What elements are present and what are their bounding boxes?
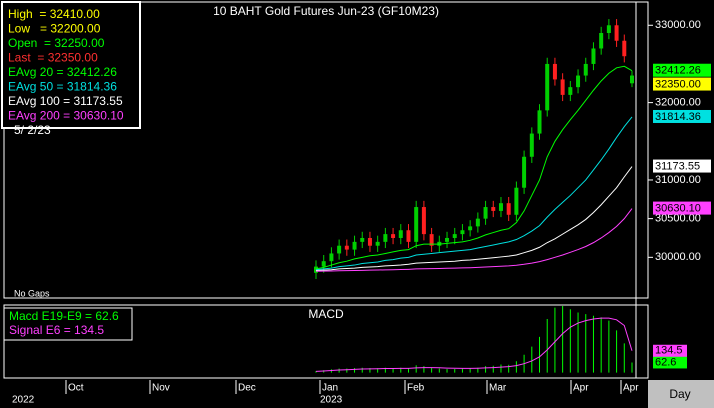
candle-body xyxy=(552,63,557,80)
candle-body xyxy=(583,63,588,76)
y-tick-label: 31000.00 xyxy=(655,174,701,186)
macd-panel xyxy=(3,304,649,379)
month-label: Apr xyxy=(573,383,589,394)
legend-entry: Macd E19-E9 = 62.6 xyxy=(9,309,119,323)
legend-entry: EAvg 100 = 31173.55 xyxy=(8,94,123,108)
candle-body xyxy=(414,207,419,242)
month-label: Dec xyxy=(238,383,256,394)
candle-body xyxy=(360,237,365,242)
candle-body xyxy=(398,230,403,238)
legend-entry: Signal E6 = 134.5 xyxy=(9,323,104,337)
candle-body xyxy=(421,207,426,235)
candle-body xyxy=(630,75,634,84)
candle-body xyxy=(329,253,334,262)
candle-body xyxy=(445,237,450,242)
year-label: 2022 xyxy=(12,395,35,406)
info-line: Open = 32250.00 xyxy=(8,36,105,50)
y-tick-label: 30500.00 xyxy=(655,213,701,225)
value-tag-label: 30630.10 xyxy=(655,202,701,214)
legend-entry: EAvg 20 = 32412.26 xyxy=(8,65,117,79)
candle-body xyxy=(606,25,611,34)
candle-body xyxy=(491,207,496,211)
value-tag xyxy=(653,344,687,357)
value-tag-label: 32350.00 xyxy=(655,78,701,90)
value-tag xyxy=(653,201,711,215)
candle-body xyxy=(352,241,357,250)
value-tag xyxy=(653,63,711,77)
ema-line xyxy=(315,116,633,271)
candle-body xyxy=(568,87,573,95)
legend-entry: EAvg 200 = 30630.10 xyxy=(8,109,124,123)
candle-body xyxy=(537,110,542,134)
month-label: Nov xyxy=(152,383,170,394)
price-panel xyxy=(3,1,649,299)
macd-info-box xyxy=(3,307,133,341)
candle-body xyxy=(591,48,596,64)
candle-body xyxy=(468,226,473,231)
candle-body xyxy=(483,207,488,219)
candle-body xyxy=(429,234,434,246)
candle-body xyxy=(529,133,534,157)
legend-entry: EAvg 50 = 31814.36 xyxy=(8,80,117,94)
candle-body xyxy=(391,234,396,238)
candle-body xyxy=(383,234,388,242)
value-tag xyxy=(653,356,687,369)
chart-title: 10 BAHT Gold Futures Jun-23 (GF10M23) xyxy=(213,4,439,18)
info-line: High = 32410.00 xyxy=(8,7,100,21)
value-tag-label: 62.6 xyxy=(655,356,676,368)
candle-body xyxy=(576,75,581,88)
month-label: Jan xyxy=(322,383,338,394)
candle-body xyxy=(452,234,457,238)
month-label: Feb xyxy=(407,383,425,394)
candle-body xyxy=(460,230,465,235)
value-tag xyxy=(653,77,711,91)
candle-body xyxy=(314,266,318,273)
candle-body xyxy=(375,241,380,246)
ema-line xyxy=(315,208,633,272)
candle-body xyxy=(506,203,511,215)
candle-body xyxy=(344,245,349,250)
period: Day xyxy=(669,387,690,401)
info-date: 5/ 2/23 xyxy=(14,123,51,137)
candle-body xyxy=(367,237,372,246)
candle-body xyxy=(599,33,604,49)
value-tag-label: 134.5 xyxy=(655,345,683,357)
info-line: Last = 32350.00 xyxy=(8,51,98,65)
candle-body xyxy=(337,245,342,254)
note: No Gaps xyxy=(14,288,50,298)
candle-body xyxy=(475,218,480,227)
y-tick-label: 30000.00 xyxy=(655,251,701,263)
candle-body xyxy=(560,79,565,95)
info-box xyxy=(1,1,141,129)
candle-body xyxy=(522,156,527,188)
candle-body xyxy=(614,25,619,41)
month-label: Apr xyxy=(623,383,639,394)
candle-body xyxy=(498,203,503,211)
candle-body xyxy=(406,230,411,242)
candle-body xyxy=(321,261,326,267)
signal-line xyxy=(315,317,633,372)
year-label: 2023 xyxy=(320,395,343,406)
ema-line xyxy=(315,166,633,271)
candle-body xyxy=(622,40,627,57)
value-tag-label: 31814.36 xyxy=(655,111,701,123)
info-line: Low = 32200.00 xyxy=(8,22,101,36)
candle-body xyxy=(514,187,519,215)
macd-title: MACD xyxy=(308,307,344,321)
y-tick-label: 33000.00 xyxy=(655,19,701,31)
month-label: Oct xyxy=(68,383,84,394)
period-box xyxy=(648,380,714,408)
month-label: Mar xyxy=(489,383,507,394)
value-tag-label: 32412.26 xyxy=(655,65,701,77)
candle-body xyxy=(545,63,550,111)
ema-line xyxy=(315,65,633,270)
value-tag xyxy=(653,159,711,173)
y-tick-label: 32000.00 xyxy=(655,97,701,109)
value-tag xyxy=(653,109,711,123)
value-tag-label: 31173.55 xyxy=(655,160,700,172)
